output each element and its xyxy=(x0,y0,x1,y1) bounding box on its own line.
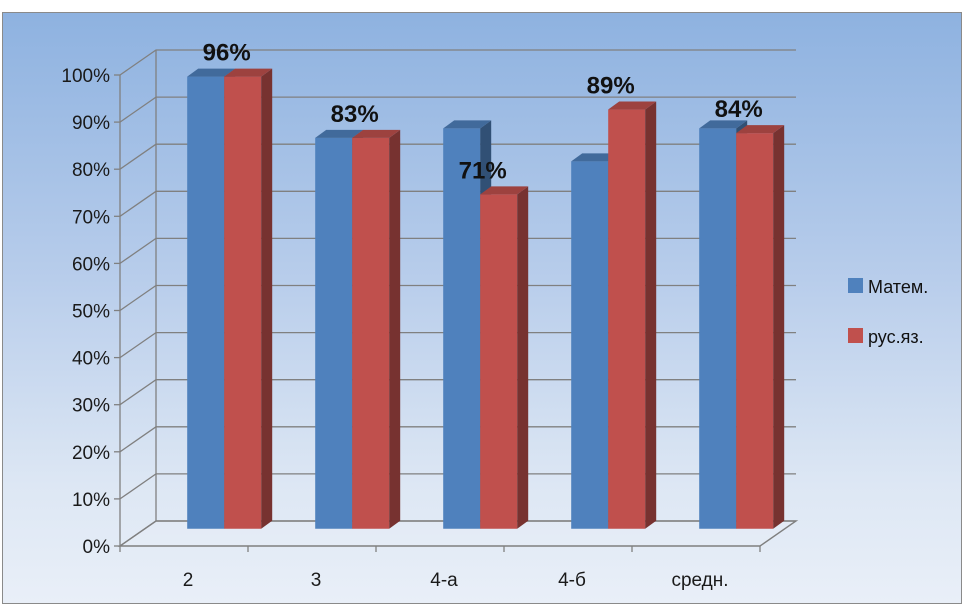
data-label: 84% xyxy=(715,96,763,123)
bar-front xyxy=(187,76,225,529)
bar-front xyxy=(315,137,353,529)
bar-top xyxy=(352,129,401,138)
bar-top xyxy=(187,68,236,77)
bar-side xyxy=(645,101,657,529)
y-tick-label: 30% xyxy=(72,396,110,417)
legend-swatch xyxy=(848,278,863,293)
data-label: 71% xyxy=(459,157,507,184)
bars xyxy=(187,68,785,529)
bar-front xyxy=(352,137,390,529)
data-label: 83% xyxy=(331,101,379,128)
y-tick-label: 10% xyxy=(72,490,110,511)
x-tick-label: 2 xyxy=(183,570,194,591)
y-tick-label: 0% xyxy=(83,537,111,558)
bar-rus-3 xyxy=(608,101,657,529)
x-tick-label: 3 xyxy=(311,570,322,591)
data-label: 89% xyxy=(587,73,635,100)
data-labels: 96% 83% 71% 89% 84% xyxy=(203,40,763,185)
y-tick-label: 60% xyxy=(72,254,110,275)
bar-rus-1 xyxy=(352,129,401,529)
legend: Матем. рус.яз. xyxy=(848,277,928,347)
legend-label: Матем. xyxy=(868,277,928,297)
x-tick-label: 4-а xyxy=(430,570,458,591)
bar-side xyxy=(517,186,529,529)
y-tick-label: 70% xyxy=(72,207,110,228)
x-tick-label: средн. xyxy=(671,570,728,591)
y-tick-label: 40% xyxy=(72,349,110,370)
bar-rus-4 xyxy=(736,125,785,529)
bar-front xyxy=(224,76,262,529)
bar-front xyxy=(699,128,737,529)
y-tick-label: 50% xyxy=(72,302,110,323)
bar-top xyxy=(224,68,273,77)
bar-top xyxy=(443,120,492,129)
y-tick-label: 90% xyxy=(72,113,110,134)
bar-top xyxy=(699,120,748,129)
y-tick-label: 100% xyxy=(61,66,110,87)
bar-rus-0 xyxy=(224,68,273,529)
bar-top xyxy=(315,129,364,138)
bar-side xyxy=(389,129,401,529)
bar-top xyxy=(571,153,620,162)
bar-rus-2 xyxy=(480,186,529,529)
bar-side xyxy=(261,68,273,529)
bar-top xyxy=(480,186,529,195)
legend-label: рус.яз. xyxy=(868,327,924,347)
bar-top xyxy=(608,101,657,110)
bar-front xyxy=(480,194,518,529)
bar-side xyxy=(773,125,785,529)
bar-front xyxy=(736,133,774,529)
bar-front xyxy=(571,161,609,529)
bar-front xyxy=(443,128,481,529)
data-label: 96% xyxy=(203,40,251,67)
y-tick-label: 20% xyxy=(72,443,110,464)
x-tick-label: 4-б xyxy=(558,570,586,591)
bar-front xyxy=(608,109,646,529)
x-axis-ticks: 2 3 4-а 4-б средн. xyxy=(119,546,761,591)
bar-top xyxy=(736,125,785,134)
y-tick-label: 80% xyxy=(72,160,110,181)
legend-swatch xyxy=(848,328,863,343)
y-axis-ticks: 0% 10% 20% 30% 40% 50% 60% 70% 80% 90% 100% xyxy=(61,66,110,558)
